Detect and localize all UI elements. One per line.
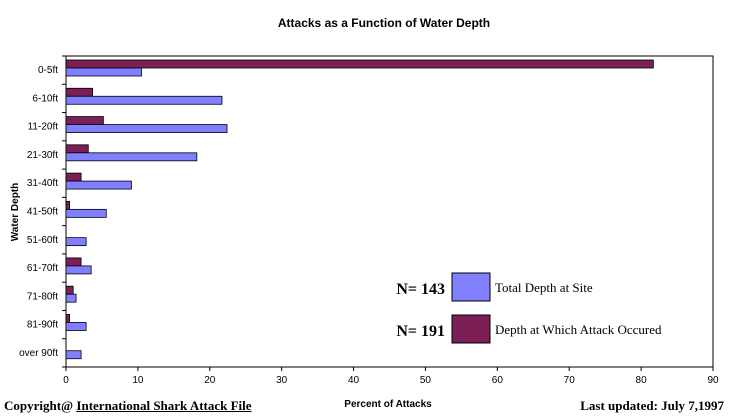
bar-total-depth-at-site-21-30ft	[65, 152, 198, 162]
y-tick-label-over-90ft: over 90ft	[19, 348, 58, 359]
bar-depth-at-which-attack-occured-71-80ft	[65, 285, 74, 295]
last-updated: Last updated: July 7,1997	[580, 398, 724, 413]
copyright-prefix: Copyright@	[4, 398, 77, 413]
y-tick-label-41-50ft: 41-50ft	[27, 207, 58, 218]
y-tick-label-0-5ft: 0-5ft	[38, 65, 58, 76]
bar-total-depth-at-site-71-80ft	[65, 293, 77, 303]
x-tick-label-50: 50	[420, 375, 432, 386]
bar-depth-at-which-attack-occured-6-10ft	[65, 87, 93, 97]
x-tick-label-10: 10	[132, 375, 144, 386]
legend-label-total-depth-at-site: Total Depth at Site	[495, 280, 593, 295]
y-tick-label-21-30ft: 21-30ft	[27, 150, 58, 161]
x-tick-label-0: 0	[63, 375, 69, 386]
bar-total-depth-at-site-41-50ft	[65, 208, 107, 218]
x-tick-label-90: 90	[707, 375, 719, 386]
y-tick-label-61-70ft: 61-70ft	[27, 263, 58, 274]
x-tick-label-60: 60	[492, 375, 504, 386]
x-axis-title: Percent of Attacks	[344, 399, 432, 410]
x-tick-label-80: 80	[636, 375, 648, 386]
x-tick-label-20: 20	[204, 375, 216, 386]
bar-depth-at-which-attack-occured-11-20ft	[65, 116, 104, 125]
bar-depth-at-which-attack-occured-41-50ft	[65, 200, 70, 210]
y-tick-label-11-20ft: 11-20ft	[28, 122, 59, 133]
bar-depth-at-which-attack-occured-81-90ft	[65, 314, 70, 323]
copyright-notice: Copyright@ International Shark Attack Fi…	[4, 398, 252, 414]
chart-title: Attacks as a Function of Water Depth	[278, 16, 490, 30]
isaf-link[interactable]: International Shark Attack File	[76, 398, 252, 413]
bar-depth-at-which-attack-occured-0-5ft	[65, 59, 654, 69]
bar-total-depth-at-site-51-60ft	[65, 237, 87, 247]
legend-swatch-total-depth-at-site	[451, 272, 491, 302]
bar-total-depth-at-site-31-40ft	[65, 180, 132, 190]
bar-total-depth-at-site-over-90ft	[65, 350, 82, 360]
y-axis-title: Water Depth	[10, 183, 21, 242]
bars	[65, 59, 654, 360]
legend-n-depth-at-which-attack-occured: N= 191	[396, 323, 445, 340]
legend: N= 143 Total Depth at Site N= 191 Depth at …	[396, 272, 662, 344]
bar-depth-at-which-attack-occured-61-70ft	[65, 257, 82, 267]
y-tick-label-31-40ft: 31-40ft	[27, 178, 58, 189]
x-tick-label-40: 40	[348, 375, 360, 386]
bar-total-depth-at-site-81-90ft	[65, 322, 87, 331]
bar-total-depth-at-site-0-5ft	[65, 67, 142, 77]
bar-total-depth-at-site-61-70ft	[65, 265, 92, 275]
y-tick-label-6-10ft: 6-10ft	[32, 93, 58, 104]
y-tick-label-71-80ft: 71-80ft	[27, 291, 58, 302]
bar-total-depth-at-site-6-10ft	[65, 95, 223, 105]
x-axis-ticks: 0 10 20 30 40 50 60 70 80 90	[63, 367, 719, 386]
bar-depth-at-which-attack-occured-21-30ft	[65, 144, 89, 154]
legend-swatch-depth-at-which-attack-occured	[451, 314, 491, 344]
legend-n-total-depth-at-site: N= 143	[396, 281, 445, 298]
y-axis-ticks: 0-5ft 6-10ft 11-20ft 21-30ft 31-40ft 41-50ft 5…	[19, 55, 66, 368]
bar-total-depth-at-site-11-20ft	[65, 124, 228, 133]
x-tick-label-70: 70	[564, 375, 576, 386]
y-tick-label-51-60ft: 51-60ft	[27, 235, 58, 246]
y-tick-label-81-90ft: 81-90ft	[27, 320, 58, 331]
bar-depth-at-which-attack-occured-31-40ft	[65, 172, 82, 182]
x-tick-label-30: 30	[276, 375, 288, 386]
legend-label-depth-at-which-attack-occured: Depth at Which Attack Occured	[495, 322, 662, 337]
